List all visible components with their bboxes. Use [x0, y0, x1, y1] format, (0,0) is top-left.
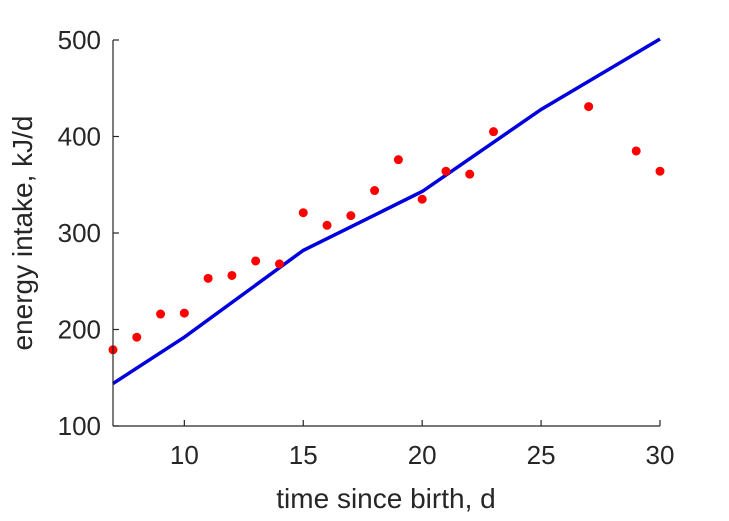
data-point — [655, 166, 665, 176]
data-point — [370, 186, 380, 196]
data-point — [298, 208, 308, 218]
data-point — [179, 308, 189, 318]
data-point — [322, 220, 332, 230]
data-point — [393, 155, 403, 165]
y-tick-label: 500 — [58, 25, 101, 55]
data-point — [251, 256, 261, 266]
data-point — [227, 270, 237, 280]
x-axis-label: time since birth, d — [276, 483, 495, 514]
data-point — [346, 211, 356, 221]
data-point — [274, 259, 284, 269]
data-point — [203, 273, 213, 283]
x-tick-label: 25 — [527, 440, 556, 470]
x-tick-label: 30 — [646, 440, 675, 470]
data-point — [465, 169, 475, 179]
ticks: 10 15 20 25 30 100 200 300 400 500 — [58, 25, 675, 470]
data-point — [489, 127, 499, 137]
data-point — [631, 146, 641, 156]
y-tick-label: 300 — [58, 218, 101, 248]
data-point — [584, 102, 594, 112]
data-point — [156, 309, 166, 319]
axes — [112, 40, 660, 427]
fit-line — [112, 37, 661, 386]
y-axis-label: energy intake, kJ/d — [7, 115, 38, 350]
y-tick-label: 400 — [58, 122, 101, 152]
x-tick-label: 20 — [408, 440, 437, 470]
x-tick-label: 15 — [289, 440, 318, 470]
data-point — [132, 332, 142, 342]
y-tick-label: 100 — [58, 411, 101, 441]
plot-area — [108, 37, 665, 386]
x-tick-label: 10 — [170, 440, 199, 470]
y-tick-label: 200 — [58, 315, 101, 345]
data-point — [417, 194, 427, 204]
data-point — [441, 166, 451, 176]
